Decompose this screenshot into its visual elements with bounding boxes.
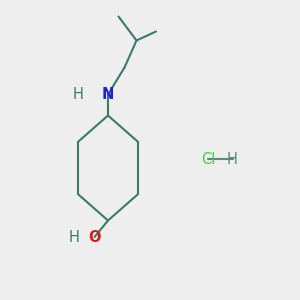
Text: Cl: Cl xyxy=(201,152,216,166)
Text: O: O xyxy=(88,230,101,244)
Text: H: H xyxy=(73,87,83,102)
Text: H: H xyxy=(227,152,238,166)
Text: H: H xyxy=(69,230,80,244)
Text: N: N xyxy=(102,87,114,102)
